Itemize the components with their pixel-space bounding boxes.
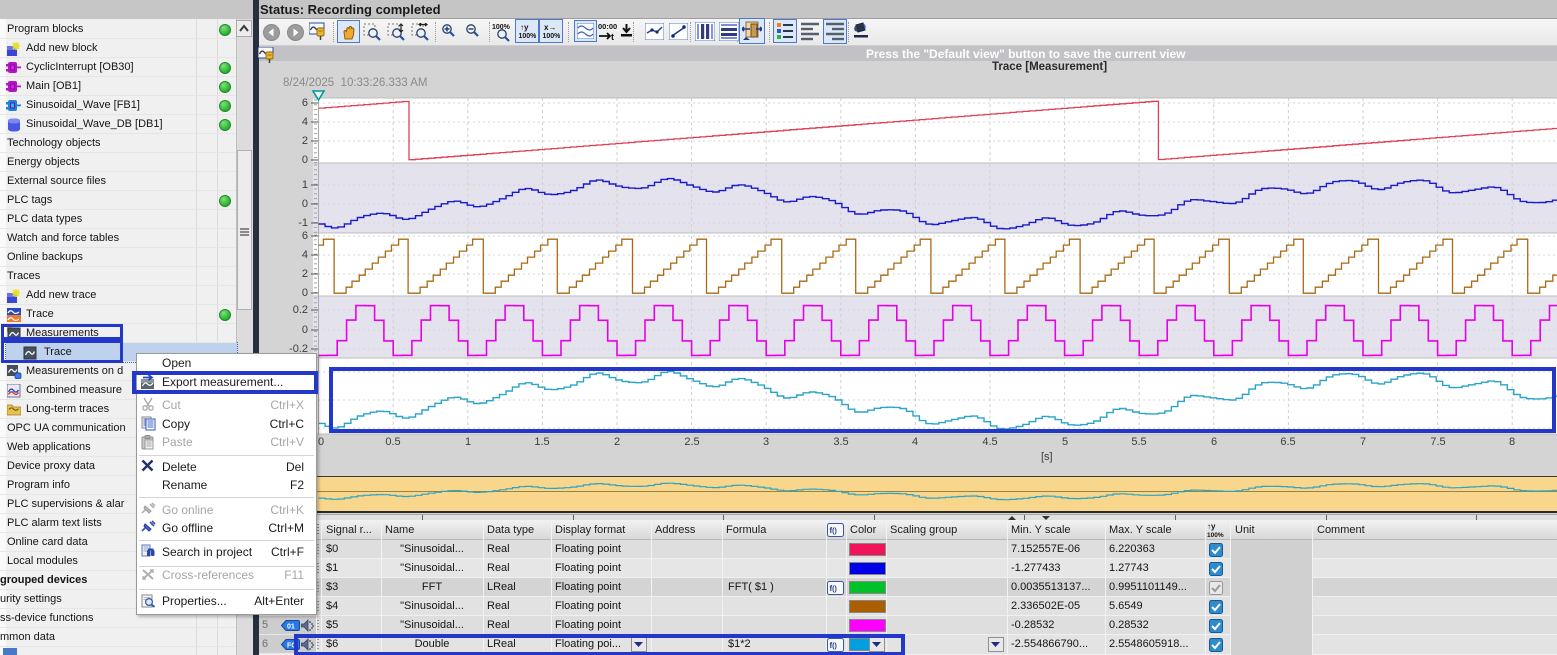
- svg-text:f(): f(): [830, 526, 837, 535]
- svg-text:↑y: ↑y: [1207, 522, 1216, 531]
- svg-text:FC: FC: [287, 643, 296, 650]
- svg-text:t: t: [611, 32, 614, 42]
- svg-text:100%: 100%: [1207, 532, 1224, 539]
- svg-text:100%: 100%: [543, 33, 561, 40]
- svg-text:f(): f(): [830, 584, 837, 593]
- svg-text:x→: x→: [544, 23, 556, 32]
- svg-text:00:00: 00:00: [598, 22, 617, 31]
- svg-text:f(): f(): [830, 641, 837, 650]
- svg-text:100%: 100%: [519, 33, 537, 40]
- svg-text:01: 01: [287, 624, 295, 631]
- svg-text:100%: 100%: [492, 24, 511, 31]
- svg-text:↑y: ↑y: [520, 23, 529, 32]
